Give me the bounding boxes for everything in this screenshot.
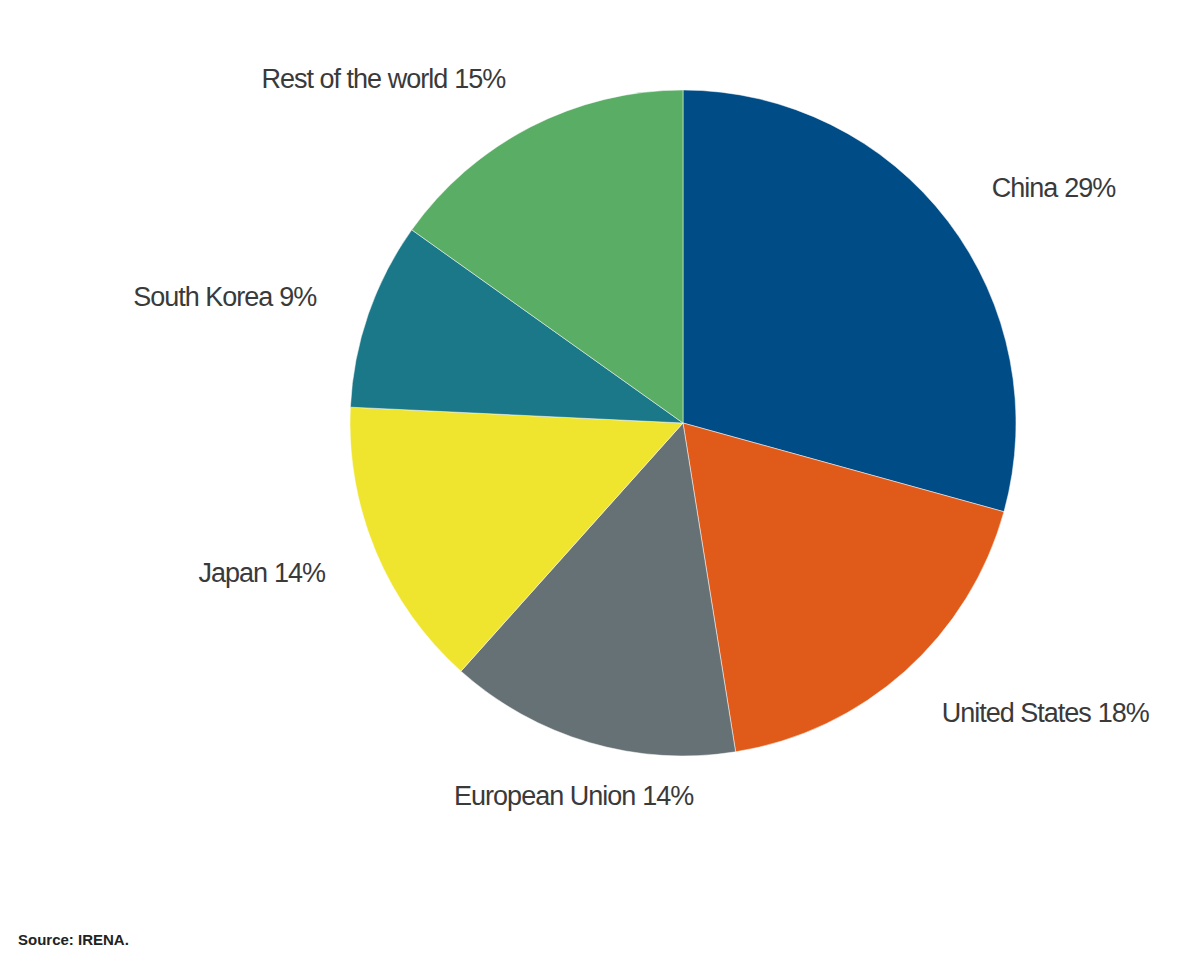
value-label: 14% — [642, 781, 694, 811]
slice-label: China29% — [992, 173, 1117, 203]
slice-label: Rest of the world15% — [262, 64, 507, 94]
pie-slice — [412, 90, 683, 423]
pie-slice — [350, 407, 683, 671]
source-note: Source: IRENA. — [18, 931, 129, 948]
category-label: China — [992, 173, 1060, 203]
chart: China29%United States18%European Union14… — [0, 0, 1200, 963]
category-label: United States — [942, 698, 1092, 728]
slice-label: United States18% — [942, 698, 1150, 728]
slice-label: South Korea9% — [133, 282, 317, 312]
value-label: 29% — [1064, 173, 1116, 203]
pie — [350, 90, 1016, 756]
value-label: 18% — [1098, 698, 1150, 728]
category-label: South Korea — [133, 282, 274, 312]
category-label: Japan — [199, 558, 268, 588]
labels: China29%United States18%European Union14… — [133, 64, 1150, 811]
slice-label: European Union14% — [454, 781, 694, 811]
value-label: 14% — [274, 558, 326, 588]
category-label: Rest of the world — [262, 64, 448, 94]
value-label: 9% — [279, 282, 317, 312]
category-label: European Union — [454, 781, 635, 811]
value-label: 15% — [454, 64, 506, 94]
slice-label: Japan14% — [199, 558, 327, 588]
